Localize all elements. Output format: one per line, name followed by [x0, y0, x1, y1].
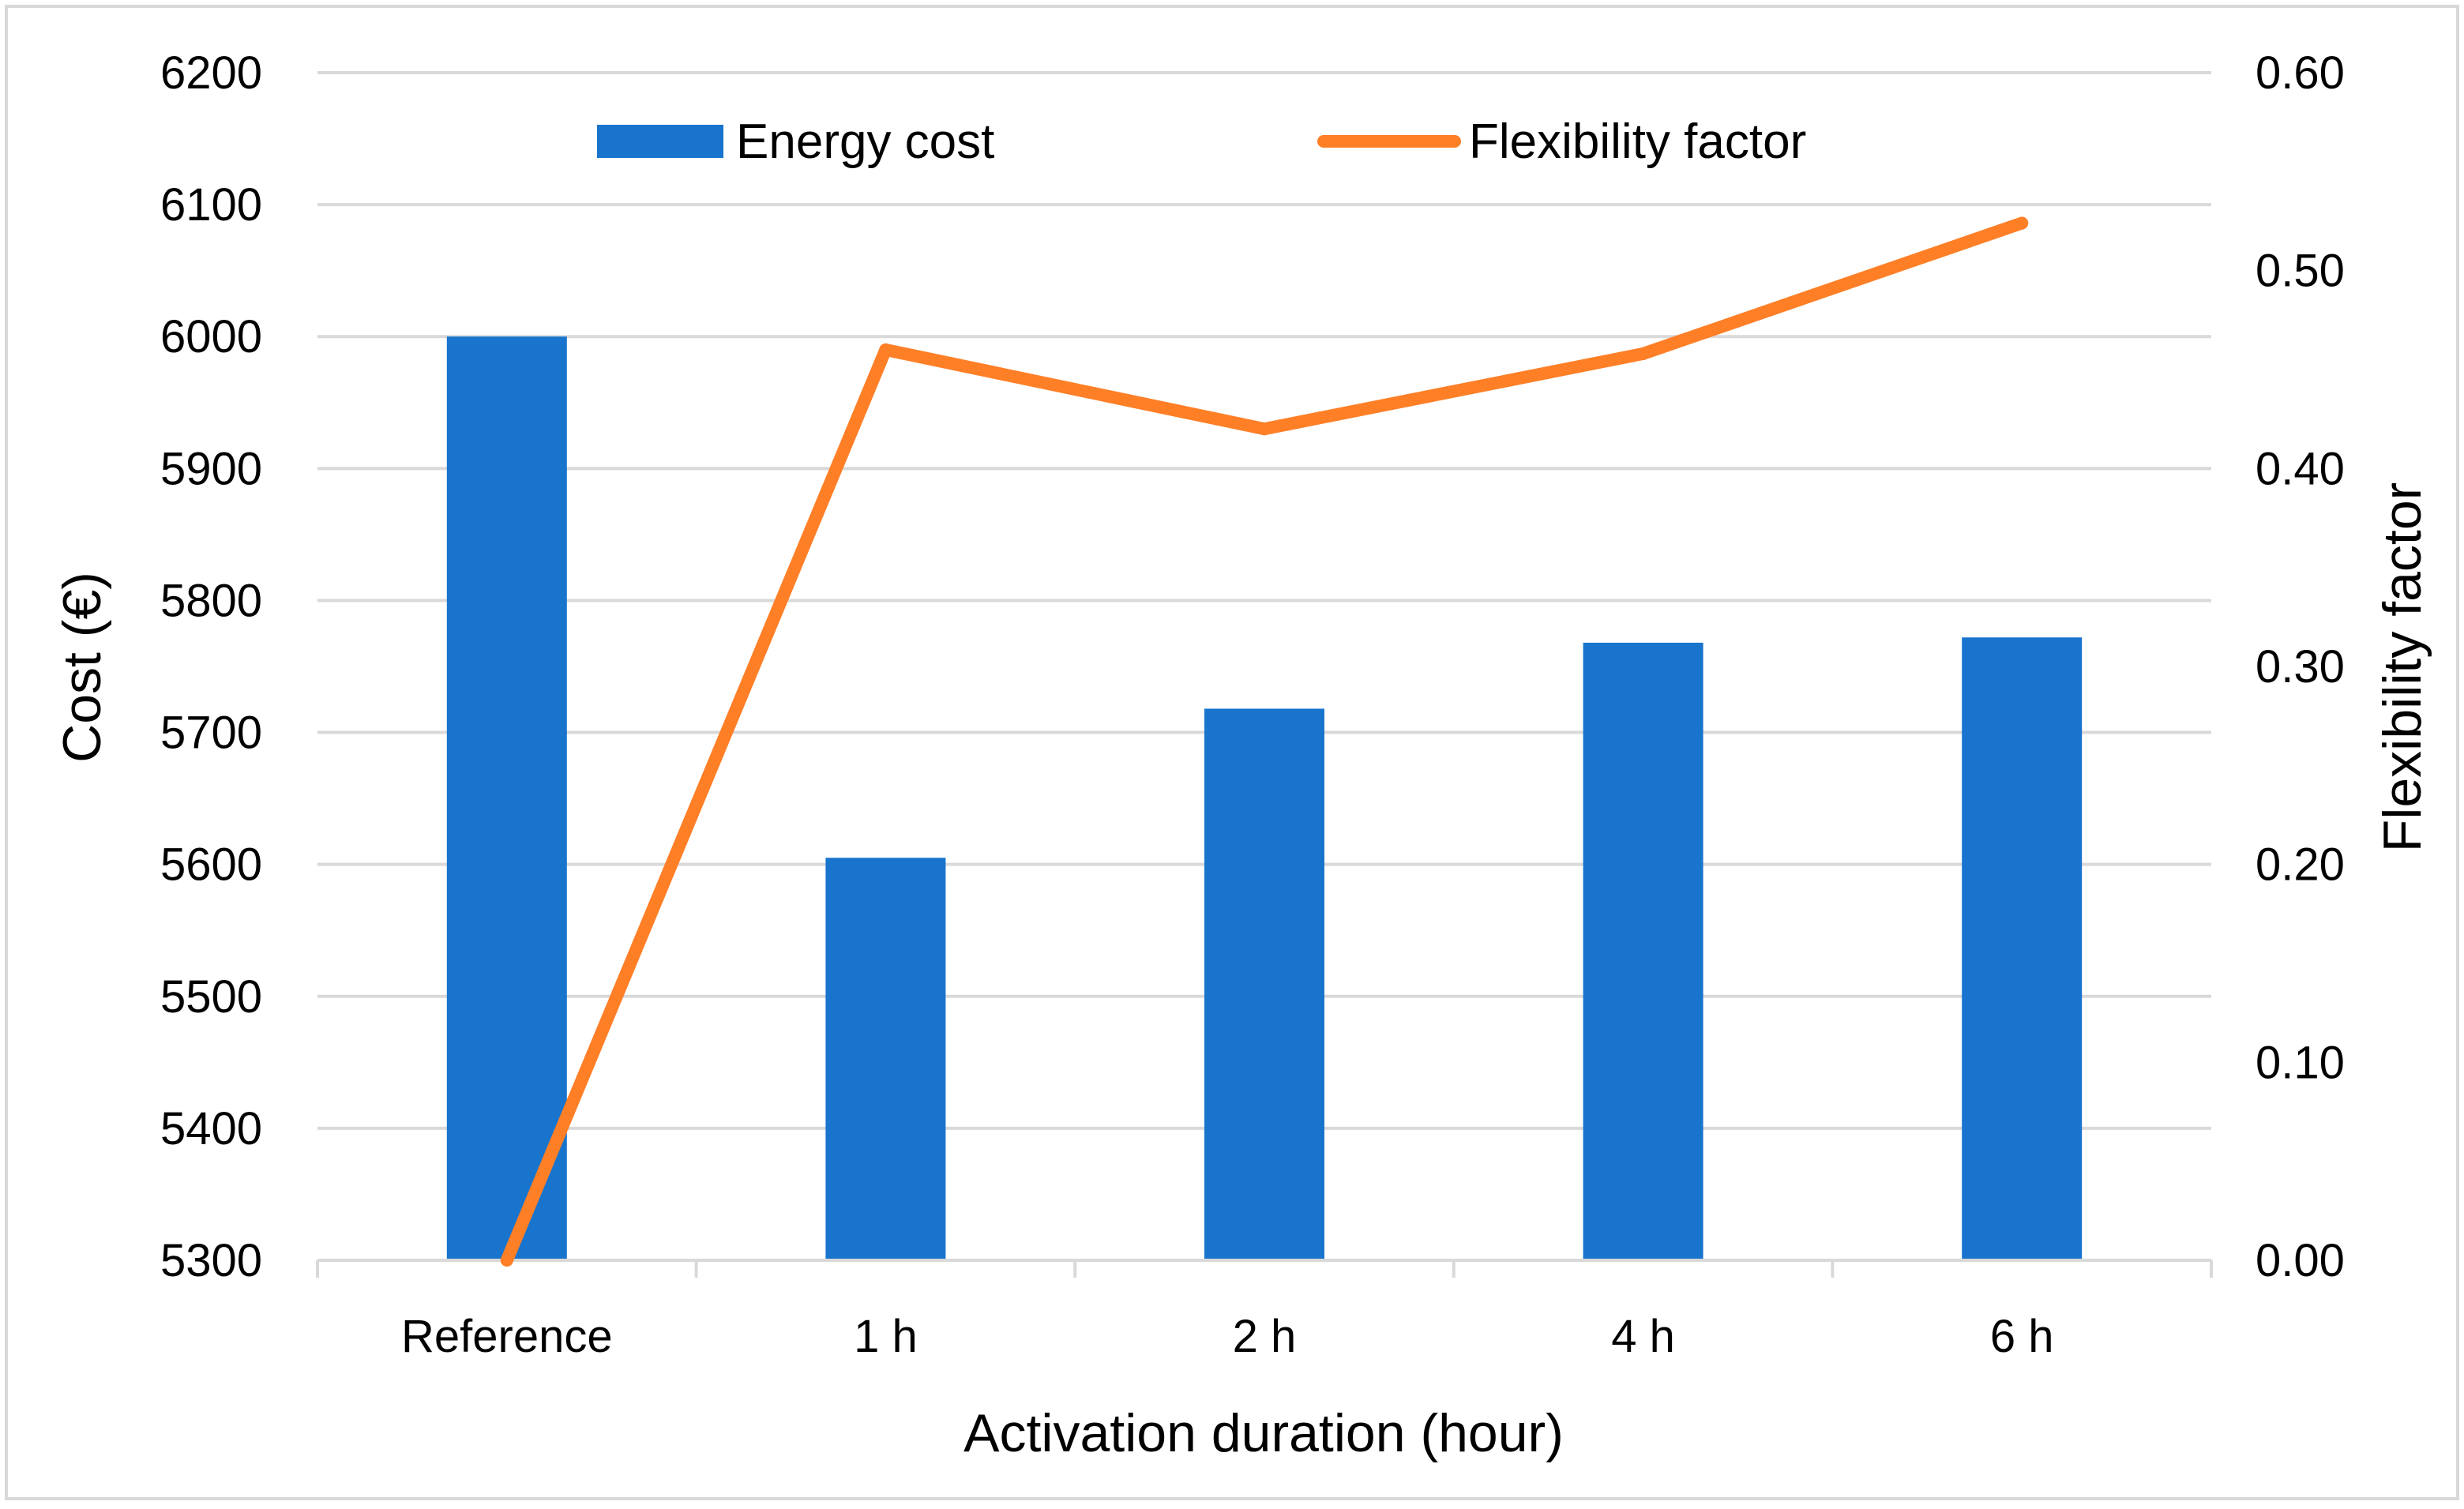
y-tick-label: 6100 [160, 179, 262, 231]
point-flexibility-factor [1636, 347, 1650, 360]
bar-energy-cost [1204, 708, 1324, 1260]
y2-tick-label: 0.00 [2256, 1235, 2345, 1286]
point-flexibility-factor [2015, 216, 2029, 230]
y2-tick-label: 0.10 [2256, 1037, 2345, 1088]
x-axis-title: Activation duration (hour) [963, 1403, 1564, 1463]
legend-swatch-energy-cost [597, 125, 723, 158]
bar-energy-cost [825, 858, 946, 1260]
y-tick-label: 5500 [160, 971, 262, 1023]
bar-energy-cost [1583, 642, 1703, 1260]
point-flexibility-factor [500, 1254, 513, 1267]
y-tick-label: 6200 [160, 47, 262, 99]
x-axis [316, 1259, 2213, 1278]
legend-label-flexibility-factor: Flexibility factor [1469, 114, 1806, 169]
line-series [500, 216, 2029, 1267]
y-tick-label: 5800 [160, 575, 262, 626]
y2-tick-label: 0.30 [2256, 641, 2345, 693]
legend-label-energy-cost: Energy cost [736, 114, 994, 169]
bar-energy-cost [446, 336, 567, 1261]
right-y-axis: 0.00 0.10 0.20 0.30 0.40 0.50 0.60 [2256, 47, 2345, 1286]
bar-energy-cost [1962, 637, 2083, 1260]
y-tick-label: 5900 [160, 443, 262, 494]
y-tick-label: 5700 [160, 708, 262, 759]
x-tick-label: 4 h [1611, 1311, 1675, 1362]
y2-tick-label: 0.40 [2256, 443, 2345, 494]
y2-tick-label: 0.50 [2256, 246, 2345, 297]
y-tick-label: 6000 [160, 311, 262, 362]
gridlines [317, 71, 2211, 1130]
y-tick-label: 5600 [160, 839, 262, 891]
y-tick-label: 5300 [160, 1235, 262, 1286]
y2-tick-label: 0.20 [2256, 839, 2345, 891]
x-tick-label: Reference [401, 1311, 613, 1362]
x-tick-label: 1 h [854, 1311, 918, 1362]
bar-series [446, 336, 2083, 1261]
point-flexibility-factor [1258, 422, 1271, 436]
left-y-axis: 5300 5400 5500 5600 5700 5800 5900 6000 6100 6200 [160, 47, 262, 1286]
x-tick-label: 6 h [1990, 1311, 2054, 1362]
y-axis-title: Cost (€) [52, 572, 112, 763]
x-tick-label: 2 h [1233, 1311, 1297, 1362]
point-flexibility-factor [879, 343, 892, 356]
legend: Energy cost Flexibility factor [597, 114, 1806, 169]
y2-axis-title: Flexibility factor [2372, 482, 2432, 853]
y2-tick-label: 0.60 [2256, 47, 2345, 99]
x-axis-labels: Reference 1 h 2 h 4 h 6 h [401, 1311, 2054, 1362]
y-tick-label: 5400 [160, 1103, 262, 1154]
